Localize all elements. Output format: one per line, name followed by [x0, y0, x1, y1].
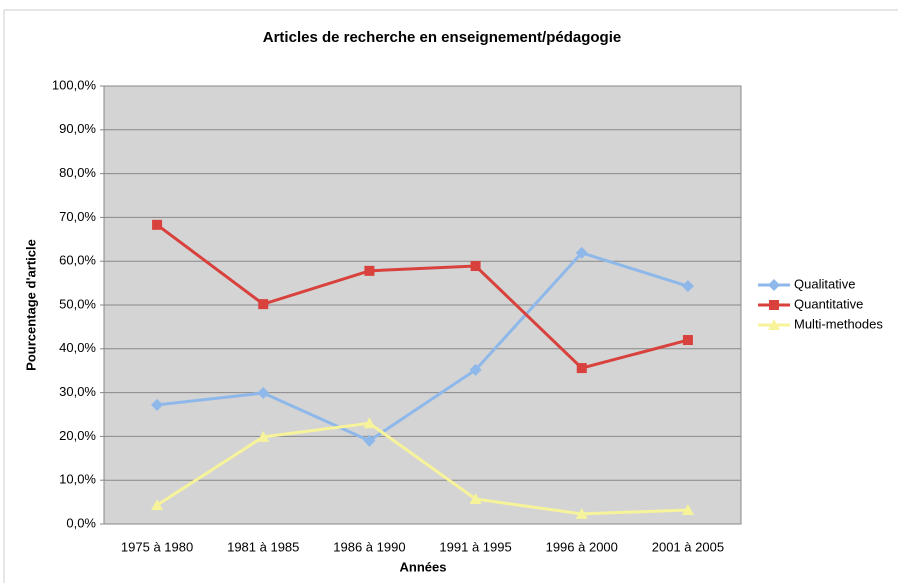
y-tick-label: 0,0%: [66, 515, 96, 530]
marker: [258, 299, 269, 310]
legend-label: Multi-methodes: [794, 316, 883, 331]
marker: [681, 280, 694, 293]
chart-title: Articles de recherche en enseignement/pé…: [263, 29, 621, 46]
marker: [576, 363, 587, 374]
x-tick-label: 1986 à 1990: [333, 539, 405, 554]
marker: [363, 417, 376, 429]
y-tick-label: 50,0%: [59, 296, 96, 311]
y-tick-label: 70,0%: [59, 209, 96, 224]
y-tick-label: 20,0%: [59, 428, 96, 443]
y-tick-label: 30,0%: [59, 384, 96, 399]
marker: [470, 261, 481, 272]
y-axis-label: Pourcentage d'article: [23, 239, 38, 371]
y-tick-label: 10,0%: [59, 472, 96, 487]
series-line: [156, 421, 688, 516]
marker: [575, 246, 588, 259]
marker: [151, 499, 164, 511]
legend-marker: [769, 300, 779, 310]
legend-label: Quantitative: [794, 296, 863, 311]
series-line: [156, 223, 689, 370]
x-tick-label: 1981 à 1985: [227, 539, 299, 554]
marker: [469, 363, 482, 376]
marker: [257, 430, 270, 442]
marker: [363, 434, 376, 447]
y-tick-label: 60,0%: [59, 253, 96, 268]
legend-marker: [768, 319, 780, 330]
marker: [364, 265, 375, 276]
x-tick-label: 1996 à 2000: [546, 539, 618, 554]
marker: [469, 493, 482, 505]
marker: [151, 398, 164, 411]
y-tick-label: 40,0%: [59, 340, 96, 355]
x-tick-label: 1991 à 1995: [439, 539, 511, 554]
y-tick-label: 100,0%: [52, 77, 97, 92]
marker: [575, 507, 588, 519]
marker: [152, 219, 163, 230]
x-axis-label: Années: [400, 559, 447, 574]
series-line: [156, 251, 689, 443]
x-tick-label: 1975 à 1980: [121, 539, 193, 554]
marker: [257, 387, 270, 400]
legend-marker: [768, 279, 780, 291]
y-tick-label: 80,0%: [59, 165, 96, 180]
x-tick-label: 2001 à 2005: [652, 539, 724, 554]
y-tick-label: 90,0%: [59, 121, 96, 136]
marker: [682, 335, 693, 346]
legend-label: Qualitative: [794, 276, 855, 291]
marker: [681, 503, 694, 515]
